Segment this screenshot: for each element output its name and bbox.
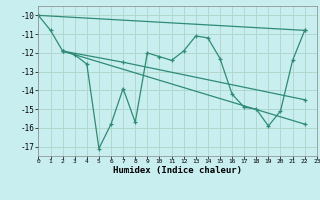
X-axis label: Humidex (Indice chaleur): Humidex (Indice chaleur) (113, 166, 242, 175)
